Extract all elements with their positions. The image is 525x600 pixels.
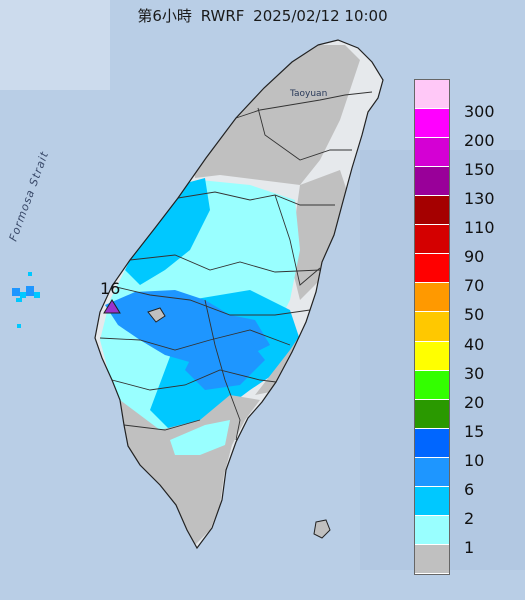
legend-swatch bbox=[415, 109, 449, 139]
legend-swatch bbox=[415, 370, 449, 400]
legend-label: 150 bbox=[464, 160, 495, 180]
legend-label: 110 bbox=[464, 218, 495, 238]
legend-label: 6 bbox=[464, 479, 475, 499]
legend-swatch bbox=[415, 167, 449, 197]
legend-label: 20 bbox=[464, 392, 485, 412]
legend-swatch bbox=[415, 341, 449, 371]
legend-label: 2 bbox=[464, 508, 475, 528]
legend-swatch bbox=[415, 254, 449, 284]
legend-label: 130 bbox=[464, 189, 495, 209]
legend-swatch bbox=[415, 486, 449, 516]
legend-swatch bbox=[415, 225, 449, 255]
legend-label: 40 bbox=[464, 334, 485, 354]
legend-swatch bbox=[415, 80, 449, 110]
legend-label: 1 bbox=[464, 537, 475, 557]
legend-label: 200 bbox=[464, 131, 495, 151]
title-datetime: 2025/02/12 10:00 bbox=[253, 7, 388, 25]
county-boundaries bbox=[99, 91, 373, 441]
legend-swatch bbox=[415, 399, 449, 429]
legend-label: 50 bbox=[464, 305, 485, 325]
legend-label: 10 bbox=[464, 450, 485, 470]
legend-label: 15 bbox=[464, 421, 485, 441]
legend-swatch bbox=[415, 428, 449, 458]
green-island bbox=[313, 519, 331, 539]
max-rainfall-triangle bbox=[103, 299, 121, 314]
legend-swatch bbox=[415, 544, 449, 574]
max-rainfall-value: 16 bbox=[100, 279, 120, 298]
legend-swatch bbox=[415, 457, 449, 487]
legend-swatch bbox=[415, 196, 449, 226]
map-title: 第6小時 RWRF 2025/02/12 10:00 bbox=[0, 5, 525, 26]
legend-swatch bbox=[415, 312, 449, 342]
small-island bbox=[147, 307, 166, 323]
taiwan-coastline bbox=[94, 39, 384, 550]
legend-label: 70 bbox=[464, 276, 485, 296]
legend-label: 300 bbox=[464, 102, 495, 122]
legend-swatch bbox=[415, 515, 449, 545]
legend-swatch bbox=[415, 283, 449, 313]
title-product: 第6小時 bbox=[137, 7, 192, 25]
legend-label: 90 bbox=[464, 247, 485, 267]
offshore-rain-cells bbox=[12, 272, 40, 328]
title-model: RWRF bbox=[200, 7, 245, 25]
max-rainfall-marker: 16 bbox=[100, 279, 121, 314]
legend-color-bar bbox=[414, 79, 450, 575]
legend-label: 30 bbox=[464, 363, 485, 383]
legend-swatch bbox=[415, 138, 449, 168]
taoyuan-label: Taoyuan bbox=[289, 89, 327, 99]
